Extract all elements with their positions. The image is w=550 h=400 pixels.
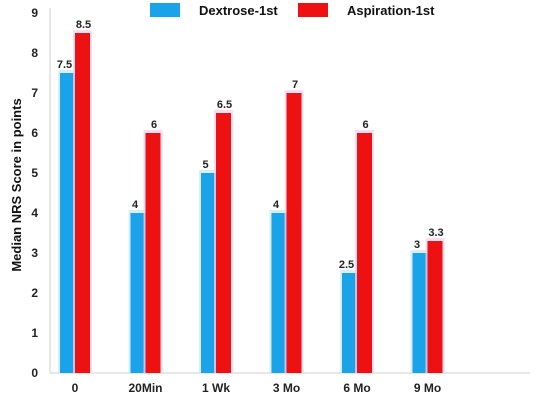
legend: Dextrose-1st Aspiration-1st	[150, 3, 435, 18]
bar-dextrose	[342, 273, 357, 373]
bar-dextrose	[201, 173, 216, 373]
data-label: 2.5	[339, 259, 354, 271]
data-labels: 7.5 8.5 4 6 5 6.5 4 7 2.5 6 3 3.3	[57, 19, 444, 271]
x-tick-label: 6 Mo	[343, 381, 370, 395]
bar-aspiration	[357, 133, 372, 373]
legend-swatch	[298, 3, 328, 17]
bar-aspiration	[427, 241, 443, 373]
data-label: 7	[292, 79, 298, 91]
bar-aspiration	[286, 93, 302, 373]
legend-label: Dextrose-1st	[199, 3, 278, 18]
y-tick-label: 6	[31, 126, 38, 140]
y-tick-label: 9	[31, 6, 38, 20]
data-label: 5	[202, 159, 208, 171]
x-tick-label: 1 Wk	[202, 381, 230, 395]
y-tick-label: 7	[31, 86, 38, 100]
x-tick-label: 9 Mo	[414, 381, 441, 395]
bar-dextrose	[60, 73, 75, 373]
data-label: 6.5	[217, 99, 232, 111]
bars	[58, 30, 445, 373]
x-tick-label: 3 Mo	[273, 381, 300, 395]
bar-dextrose	[271, 213, 287, 373]
bar-aspiration	[145, 133, 161, 373]
y-tick-label: 2	[31, 286, 38, 300]
y-tick-label: 4	[31, 206, 38, 220]
data-label: 8.5	[76, 19, 91, 31]
y-axis-label: Median NRS Score in points	[9, 98, 24, 271]
bar-dextrose	[412, 253, 428, 373]
y-tick-label: 0	[31, 366, 38, 380]
y-tick-label: 5	[31, 166, 38, 180]
axes: 0 1 2 3 4 5 6 7 8 9 0 20Min 1 Wk 3 Mo 6 Mo 9 Mo	[31, 6, 530, 395]
data-label: 4	[132, 199, 139, 211]
x-tick-label: 0	[72, 381, 79, 395]
data-label: 6	[151, 119, 157, 131]
data-label: 4	[273, 199, 280, 211]
data-label: 6	[362, 119, 368, 131]
data-label: 7.5	[57, 59, 72, 71]
data-label: 3	[414, 239, 420, 251]
data-label: 3.3	[428, 227, 443, 239]
legend-label: Aspiration-1st	[347, 3, 435, 18]
bar-aspiration	[216, 113, 231, 373]
y-tick-label: 1	[31, 326, 38, 340]
bar-aspiration	[75, 33, 90, 373]
bar-dextrose	[130, 213, 146, 373]
y-tick-label: 8	[31, 46, 38, 60]
x-tick-label: 20Min	[128, 381, 162, 395]
y-tick-label: 3	[31, 246, 38, 260]
legend-swatch	[150, 3, 180, 17]
